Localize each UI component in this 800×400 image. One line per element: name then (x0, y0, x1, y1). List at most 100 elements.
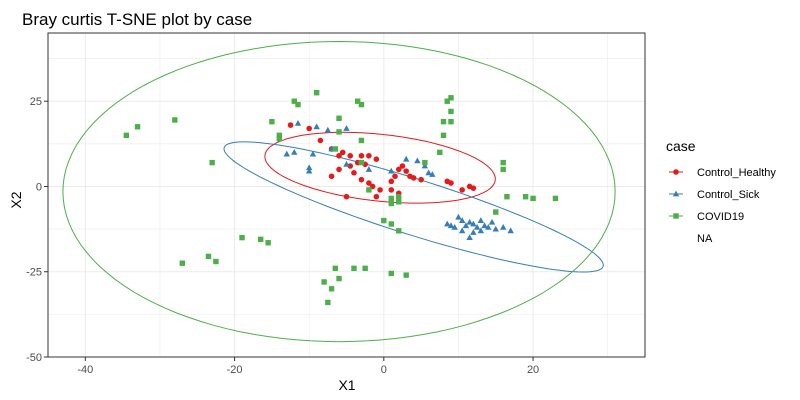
point-covid19 (332, 146, 339, 152)
point-covid19 (336, 115, 342, 121)
point-covid19 (291, 98, 297, 104)
point-control-healthy (399, 163, 406, 169)
chart-title: Bray curtis T-SNE plot by case (22, 10, 252, 29)
point-covid19 (396, 194, 402, 200)
point-control-healthy (377, 187, 383, 193)
point-covid19 (522, 194, 529, 200)
point-covid19 (388, 200, 394, 207)
point-control-sick (470, 220, 477, 227)
point-control-sick (500, 224, 507, 230)
legend: case Control_Healthy Control_Sick COVID19 N… (666, 138, 776, 245)
point-control-healthy (328, 173, 335, 180)
point-covid19 (388, 270, 394, 277)
point-covid19 (295, 101, 301, 108)
point-control-sick (466, 218, 473, 225)
point-control-healthy (306, 125, 312, 132)
legend-entry-covid19: COVID19 (669, 211, 744, 223)
point-covid19 (205, 253, 212, 260)
point-control-healthy (351, 170, 357, 176)
ellipse-covid19 (62, 40, 616, 343)
point-covid19 (213, 258, 219, 265)
point-covid19 (276, 136, 283, 142)
point-covid19 (276, 132, 283, 139)
point-control-healthy (418, 176, 424, 183)
point-control-sick (414, 157, 421, 164)
legend-entry-control-sick: Control_Sick (669, 189, 760, 201)
point-covid19 (388, 221, 394, 227)
point-control-sick (324, 126, 332, 133)
legend-key-control-healthy (673, 169, 679, 175)
point-covid19 (366, 187, 372, 193)
y-tick-label: -50 (26, 352, 42, 364)
point-control-sick (470, 229, 477, 235)
point-control-sick (492, 225, 499, 232)
point-control-sick (425, 169, 432, 176)
point-covid19 (422, 159, 428, 166)
point-covid19 (265, 240, 271, 246)
point-covid19 (437, 149, 443, 156)
point-control-healthy (470, 185, 477, 191)
point-covid19 (440, 118, 447, 125)
point-control-sick (291, 148, 298, 155)
point-control-sick (455, 213, 462, 220)
point-covid19 (440, 132, 447, 139)
point-control-healthy (388, 178, 395, 185)
point-control-sick (283, 150, 290, 157)
point-control-healthy (339, 149, 346, 156)
point-control-healthy (343, 193, 350, 200)
point-control-sick (343, 160, 350, 167)
point-covid19 (493, 209, 499, 215)
point-control-healthy (373, 193, 380, 200)
legend-label-covid19: COVID19 (697, 211, 744, 223)
point-covid19 (381, 217, 387, 224)
point-control-sick (313, 123, 320, 130)
axis-ticks: -40 -20 0 20 -50 -25 0 25 (26, 96, 539, 376)
x-tick-label: 0 (381, 364, 387, 376)
point-covid19 (257, 236, 264, 243)
y-axis-title: X2 (8, 191, 24, 208)
point-control-healthy (366, 180, 372, 186)
point-covid19 (209, 159, 215, 166)
grid-lines (48, 33, 645, 358)
point-control-sick (305, 167, 313, 174)
point-covid19 (325, 299, 331, 306)
point-covid19 (179, 260, 186, 266)
point-covid19 (530, 195, 536, 202)
point-control-healthy (336, 166, 342, 173)
point-covid19 (552, 195, 559, 202)
point-control-sick (294, 119, 302, 126)
point-control-sick (477, 217, 485, 223)
point-control-sick (451, 224, 458, 230)
x-axis-title: X1 (338, 377, 355, 393)
point-covid19 (358, 137, 365, 144)
point-covid19 (500, 166, 506, 173)
data-points (123, 89, 559, 306)
point-covid19 (388, 195, 394, 202)
point-control-sick (458, 227, 466, 234)
x-tick-label: -40 (77, 364, 93, 376)
point-covid19 (396, 199, 402, 205)
point-control-healthy (358, 152, 365, 159)
point-covid19 (448, 118, 454, 125)
y-tick-label: -25 (26, 267, 42, 279)
point-control-sick (421, 162, 429, 169)
y-tick-label: 25 (30, 96, 42, 108)
point-control-healthy (395, 166, 402, 173)
confidence-ellipses (62, 40, 616, 343)
legend-label-control-healthy: Control_Healthy (697, 167, 776, 179)
point-control-healthy (347, 163, 354, 169)
point-covid19 (239, 234, 245, 241)
point-covid19 (504, 194, 510, 200)
point-control-sick (466, 234, 473, 241)
point-control-healthy (366, 152, 372, 159)
point-control-sick (309, 150, 317, 157)
point-control-healthy (392, 173, 398, 180)
point-covid19 (332, 265, 339, 272)
point-control-sick (462, 222, 470, 229)
point-control-sick (458, 217, 466, 223)
point-control-sick (485, 224, 492, 230)
point-control-sick (444, 220, 451, 227)
legend-key-covid19 (673, 213, 679, 219)
point-covid19 (444, 98, 450, 104)
x-tick-label: -20 (227, 364, 243, 376)
